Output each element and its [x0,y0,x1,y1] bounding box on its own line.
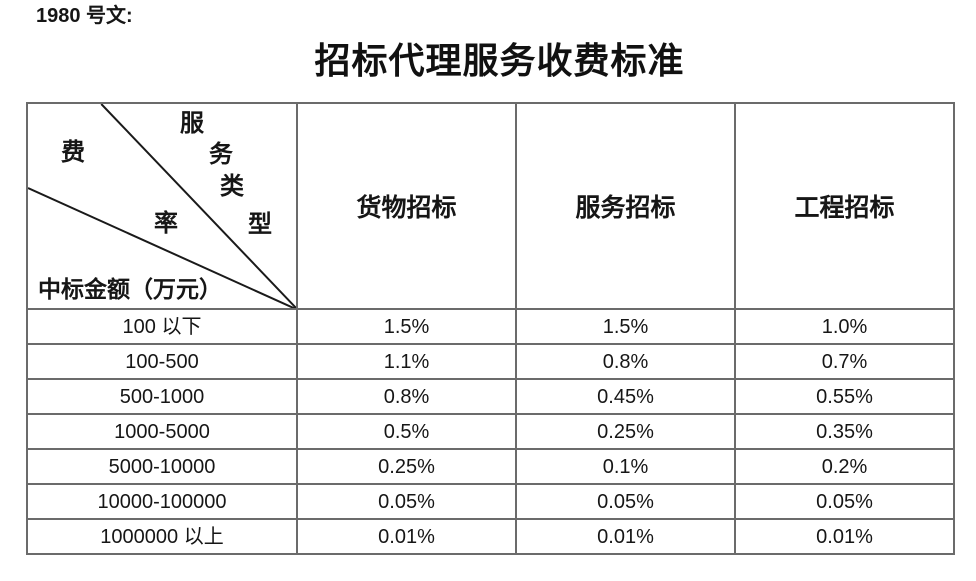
table-row: 1000-5000 0.5% 0.25% 0.35% [26,413,955,450]
fee-value: 1.5% [515,308,736,345]
corner-fee-char-2: 率 [154,211,178,237]
fee-value: 0.05% [734,483,955,520]
corner-type-char-1: 服 [180,111,204,137]
corner-type-char-3: 类 [220,174,244,200]
fee-value: 0.8% [296,378,517,415]
doc-ref-label: 1980 号文: [36,5,133,27]
header-row: 费 率 服 务 类 型 中标金额（万元） 货物招标 服务招标 工程招标 [26,102,955,310]
row-label: 100-500 [26,343,298,380]
fee-value: 1.5% [296,308,517,345]
table-row: 5000-10000 0.25% 0.1% 0.2% [26,448,955,485]
fee-value: 0.01% [515,518,736,555]
corner-row-axis-label: 中标金额（万元） [38,277,222,302]
fee-value: 0.01% [296,518,517,555]
row-label: 500-1000 [26,378,298,415]
column-header-engineering: 工程招标 [734,102,955,310]
fee-standard-table: 费 率 服 务 类 型 中标金额（万元） 货物招标 服务招标 工程招标 100 … [26,102,955,555]
corner-type-char-4: 型 [248,212,272,238]
row-label: 1000000 以上 [26,518,298,555]
fee-value: 0.55% [734,378,955,415]
table-row: 10000-100000 0.05% 0.05% 0.05% [26,483,955,520]
corner-header-cell: 费 率 服 务 类 型 中标金额（万元） [26,102,298,310]
fee-value: 0.1% [515,448,736,485]
row-label: 5000-10000 [26,448,298,485]
column-header-goods: 货物招标 [296,102,517,310]
fee-value: 0.45% [515,378,736,415]
fee-value: 0.05% [296,483,517,520]
fee-value: 0.25% [296,448,517,485]
fee-value: 1.0% [734,308,955,345]
corner-type-char-2: 务 [209,142,233,168]
fee-value: 0.05% [515,483,736,520]
row-label: 10000-100000 [26,483,298,520]
table-row: 100 以下 1.5% 1.5% 1.0% [26,308,955,345]
fee-value: 0.35% [734,413,955,450]
row-label: 100 以下 [26,308,298,345]
table-row: 500-1000 0.8% 0.45% 0.55% [26,378,955,415]
fee-value: 0.01% [734,518,955,555]
corner-fee-char-1: 费 [61,140,85,166]
fee-value: 1.1% [296,343,517,380]
fee-value: 0.25% [515,413,736,450]
column-header-services: 服务招标 [515,102,736,310]
table-row: 100-500 1.1% 0.8% 0.7% [26,343,955,380]
diagonal-divider-lines [28,104,296,308]
row-label: 1000-5000 [26,413,298,450]
fee-value: 0.2% [734,448,955,485]
fee-value: 0.7% [734,343,955,380]
table-row: 1000000 以上 0.01% 0.01% 0.01% [26,518,955,555]
page-title: 招标代理服务收费标准 [314,41,685,81]
fee-value: 0.5% [296,413,517,450]
fee-value: 0.8% [515,343,736,380]
